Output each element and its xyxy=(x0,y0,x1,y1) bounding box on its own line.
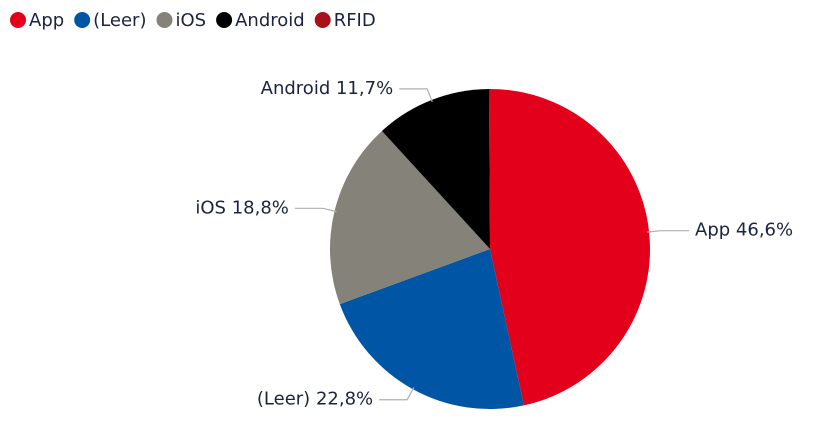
pie-slice xyxy=(330,130,490,305)
legend-label: RFID xyxy=(334,10,376,31)
data-label-value: 18,8% xyxy=(232,197,289,218)
data-label: iOS 18,8% xyxy=(195,197,289,218)
leader-line xyxy=(379,387,415,401)
data-label-category: (Leer) xyxy=(257,389,310,410)
data-label: App 46,6% xyxy=(695,220,793,241)
legend-swatch xyxy=(216,12,233,28)
legend-label: iOS xyxy=(175,10,206,31)
data-label-category: Android xyxy=(261,78,331,99)
data-label-value: 46,6% xyxy=(736,220,793,241)
pie-slice xyxy=(490,89,651,406)
pie-slice xyxy=(381,89,490,249)
data-label-value: 11,7% xyxy=(336,78,393,99)
leader-line xyxy=(399,88,433,103)
legend-label: (Leer) xyxy=(93,10,146,31)
pie-slice xyxy=(488,89,490,249)
legend-swatch xyxy=(314,12,331,28)
legend-label: App xyxy=(29,10,64,31)
leader-line xyxy=(647,230,690,233)
legend-swatch xyxy=(156,12,173,28)
data-label: Android 11,7% xyxy=(261,78,394,99)
data-label-category: App xyxy=(695,220,730,241)
data-label-category: iOS xyxy=(195,197,226,218)
pie-slice xyxy=(339,249,524,409)
legend-label: Android xyxy=(235,10,305,31)
data-label: (Leer) 22,8% xyxy=(257,389,373,410)
leader-line xyxy=(294,207,337,213)
data-label-value: 22,8% xyxy=(316,389,373,410)
legend-swatch xyxy=(10,12,26,28)
legend-swatch xyxy=(74,12,91,28)
